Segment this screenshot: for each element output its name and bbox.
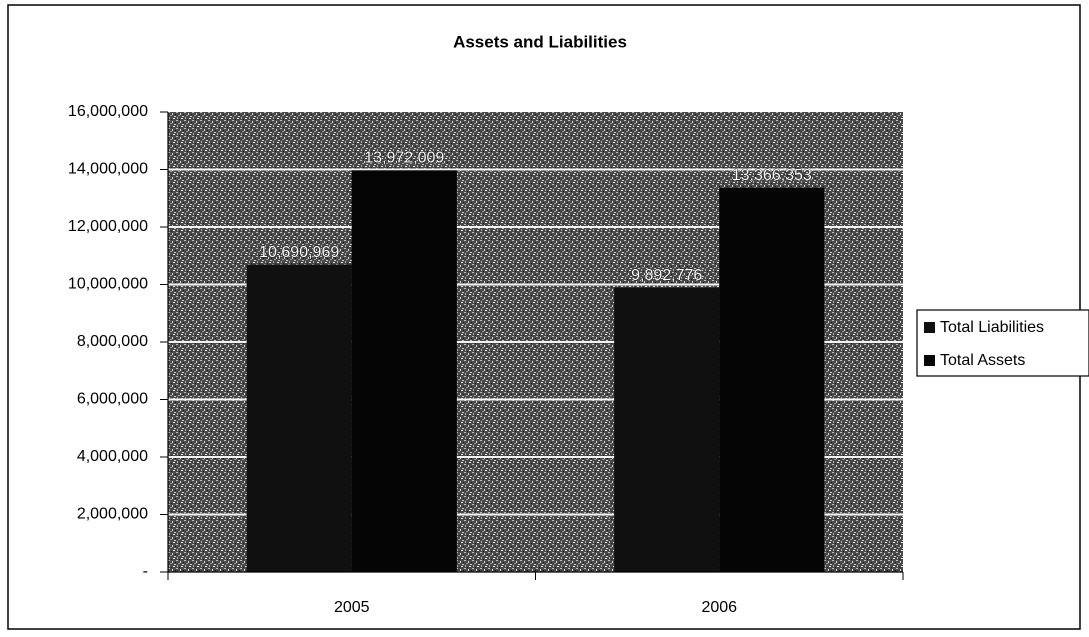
bar xyxy=(719,187,825,572)
legend-label: Total Assets xyxy=(940,352,1025,369)
y-tick-label: 12,000,000 xyxy=(68,218,148,235)
y-tick-label: 14,000,000 xyxy=(68,161,148,178)
legend-box xyxy=(916,309,1089,377)
bar xyxy=(351,170,457,572)
y-tick-label: 2,000,000 xyxy=(77,506,148,523)
legend-swatch xyxy=(924,322,935,333)
axes xyxy=(167,571,904,580)
chart-title: Assets and Liabilities xyxy=(453,32,627,51)
y-tick-label: 4,000,000 xyxy=(77,448,148,465)
y-tick-label: 8,000,000 xyxy=(77,333,148,350)
x-tick-label: 2005 xyxy=(334,599,370,616)
legend-label: Total Liabilities xyxy=(940,319,1044,336)
legend: Total Liabilities Total Assets xyxy=(924,319,1044,369)
y-tick-label: - xyxy=(143,563,148,580)
value-label: 13,972,009 xyxy=(364,150,444,167)
y-tick-label: 16,000,000 xyxy=(68,103,148,120)
y-tick-label: 10,000,000 xyxy=(68,276,148,293)
bars xyxy=(246,170,825,572)
bar xyxy=(614,287,720,572)
bar xyxy=(246,264,352,572)
x-tick-label: 2006 xyxy=(701,599,737,616)
y-tick-label: 6,000,000 xyxy=(77,391,148,408)
value-label: 13,366,353 xyxy=(732,167,812,184)
value-label: 10,690,969 xyxy=(259,244,339,261)
legend-swatch xyxy=(924,355,935,366)
value-label: 9,892,776 xyxy=(631,267,702,284)
